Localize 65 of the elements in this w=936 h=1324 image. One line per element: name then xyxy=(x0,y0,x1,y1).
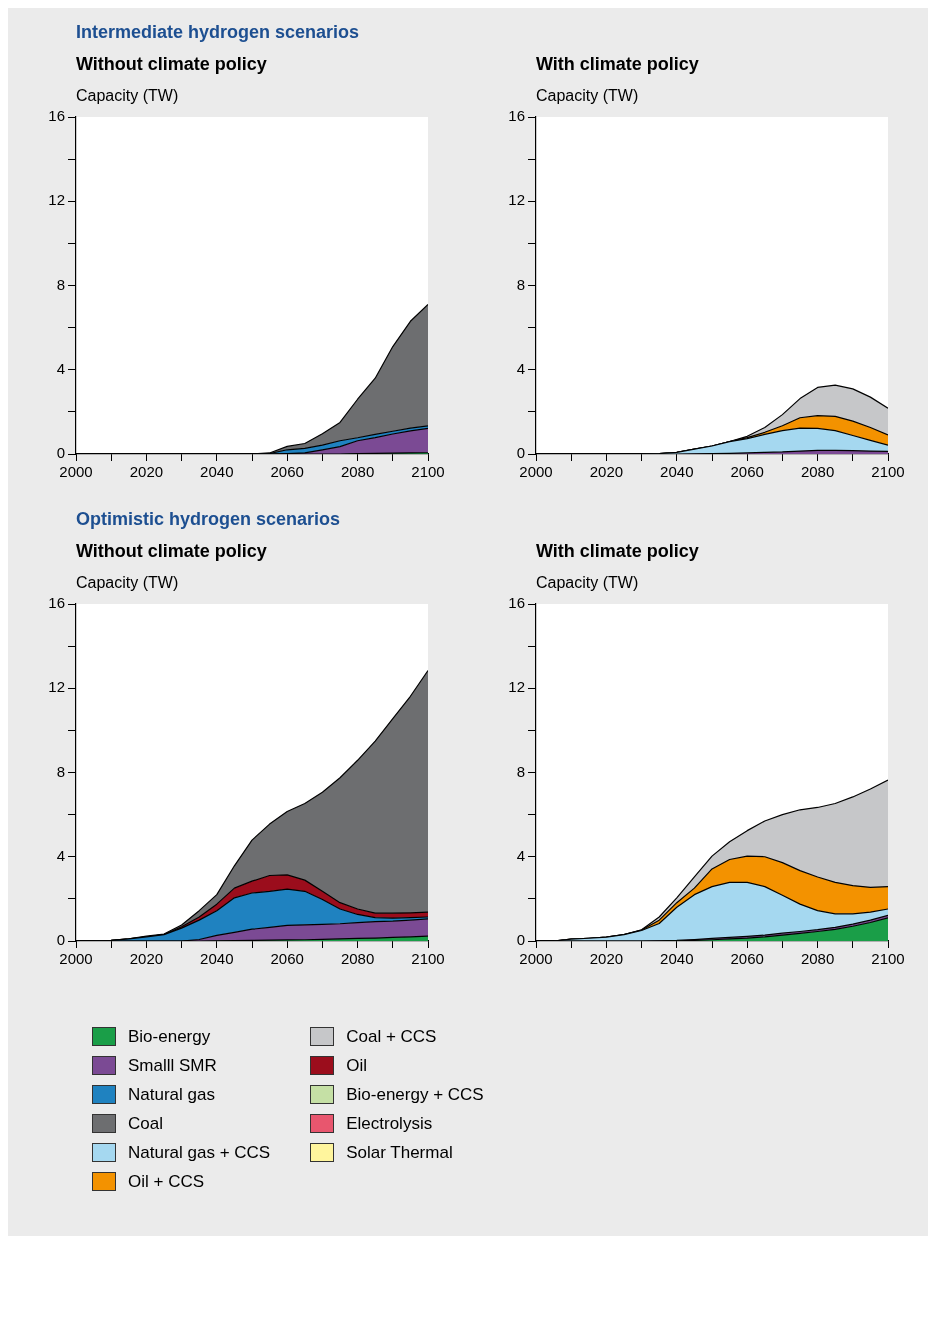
x-tick-label: 2080 xyxy=(340,950,375,968)
y-tick-label: 16 xyxy=(508,594,525,612)
x-tick-label: 2000 xyxy=(59,950,93,968)
chart-subtitle: Without climate policy xyxy=(75,54,268,75)
x-tick-label: 2080 xyxy=(800,463,835,481)
x-tick-label: 2100 xyxy=(411,950,445,968)
x-tick-label: 2080 xyxy=(340,463,375,481)
legend-label: Coal xyxy=(128,1113,163,1134)
legend-label: Solar Thermal xyxy=(346,1142,453,1163)
x-tick-label: 2060 xyxy=(730,463,764,481)
legend-label: Natural gas xyxy=(128,1084,215,1105)
x-tick-label: 2020 xyxy=(129,463,164,481)
x-tick-label: 2060 xyxy=(730,950,764,968)
y-tick-label: 8 xyxy=(56,275,65,293)
y-tick-label: 8 xyxy=(56,762,65,780)
chart-subtitle: With climate policy xyxy=(535,541,700,562)
y-tick-label: 12 xyxy=(508,191,525,209)
y-tick-label: 0 xyxy=(516,931,525,949)
legend-label: Natural gas + CCS xyxy=(128,1142,271,1163)
x-tick-label: 2020 xyxy=(129,950,164,968)
x-tick-label: 2100 xyxy=(871,463,905,481)
y-tick-label: 12 xyxy=(508,678,525,696)
y-tick-label: 16 xyxy=(508,107,525,125)
x-tick-label: 2020 xyxy=(589,463,624,481)
legend-label: Oil xyxy=(346,1055,367,1076)
x-tick-label: 2060 xyxy=(270,463,304,481)
x-tick-label: 2000 xyxy=(519,463,553,481)
chart-title: Optimistic hydrogen scenarios xyxy=(75,509,342,531)
x-tick-label: 2040 xyxy=(660,463,694,481)
x-tick-label: 2100 xyxy=(871,950,905,968)
y-tick-label: 16 xyxy=(48,594,65,612)
x-tick-label: 2100 xyxy=(411,463,445,481)
legend-label: Electrolysis xyxy=(346,1113,433,1134)
y-tick-label: 12 xyxy=(48,191,65,209)
x-tick-label: 2000 xyxy=(519,950,553,968)
y-axis-title: Capacity (TW) xyxy=(535,87,640,105)
y-tick-label: 4 xyxy=(56,359,65,377)
y-tick-label: 0 xyxy=(516,444,525,462)
x-tick-label: 2060 xyxy=(270,950,304,968)
y-axis-title: Capacity (TW) xyxy=(75,87,180,105)
x-tick-label: 2040 xyxy=(200,950,234,968)
y-tick-label: 0 xyxy=(56,444,65,462)
y-tick-label: 12 xyxy=(48,678,65,696)
legend-label: Oil + CCS xyxy=(128,1171,205,1192)
y-tick-label: 8 xyxy=(516,275,525,293)
legend-label: Smalll SMR xyxy=(128,1055,217,1076)
x-tick-label: 2000 xyxy=(59,463,93,481)
y-axis-title: Capacity (TW) xyxy=(535,574,640,592)
y-tick-label: 4 xyxy=(516,846,525,864)
legend-label: Bio-energy xyxy=(128,1026,211,1047)
chart-subtitle: Without climate policy xyxy=(75,541,268,562)
y-axis-title: Capacity (TW) xyxy=(75,574,180,592)
legend-label: Bio-energy + CCS xyxy=(346,1084,484,1105)
chart-title: Intermediate hydrogen scenarios xyxy=(75,22,361,44)
x-tick-label: 2040 xyxy=(660,950,694,968)
y-tick-label: 8 xyxy=(516,762,525,780)
y-tick-label: 0 xyxy=(56,931,65,949)
chart-subtitle: With climate policy xyxy=(535,54,700,75)
legend-label: Coal + CCS xyxy=(346,1026,437,1047)
x-tick-label: 2020 xyxy=(589,950,624,968)
x-tick-label: 2080 xyxy=(800,950,835,968)
y-tick-label: 16 xyxy=(48,107,65,125)
x-tick-label: 2040 xyxy=(200,463,234,481)
y-tick-label: 4 xyxy=(56,846,65,864)
y-tick-label: 4 xyxy=(516,359,525,377)
